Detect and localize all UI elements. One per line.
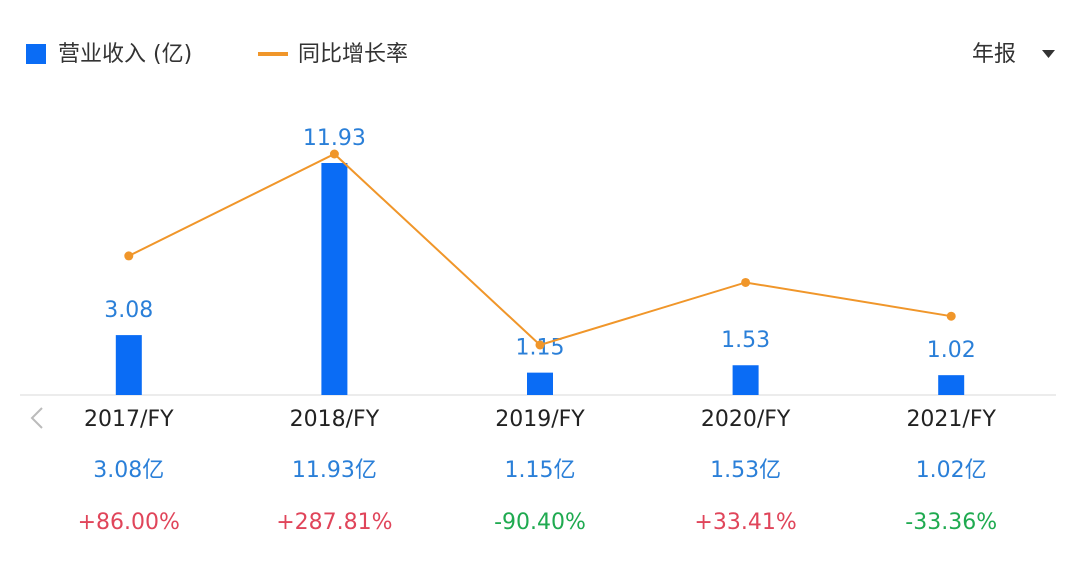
category-label: 2019/FY xyxy=(495,407,585,432)
bar-value-label: 11.93 xyxy=(303,126,366,151)
growth-cell: +287.81% xyxy=(276,510,392,535)
legend-label: 同比增长率 xyxy=(298,42,408,67)
category-label: 2020/FY xyxy=(701,407,791,432)
revenue-cell: 1.15亿 xyxy=(505,458,576,483)
growth-cell: -90.40% xyxy=(494,510,586,535)
bar-value-label: 1.02 xyxy=(927,338,976,363)
revenue-cell: 3.08亿 xyxy=(93,458,164,483)
growth-point xyxy=(124,251,134,261)
category-label: 2017/FY xyxy=(84,407,174,432)
scroll-left[interactable] xyxy=(30,407,43,429)
growth-cell: +33.41% xyxy=(694,510,796,535)
bar xyxy=(938,375,965,395)
growth-line xyxy=(128,152,952,347)
period-dropdown[interactable]: 年报 xyxy=(972,42,1055,67)
revenue-cell: 11.93亿 xyxy=(292,458,377,483)
category-label: 2021/FY xyxy=(906,407,996,432)
bar xyxy=(321,163,348,395)
bar-value-label: 1.53 xyxy=(721,328,770,353)
legend-swatch xyxy=(26,44,46,64)
period-label[interactable]: 年报 xyxy=(972,42,1016,67)
revenue-cell: 1.02亿 xyxy=(916,458,987,483)
growth-point xyxy=(741,277,751,287)
growth-point xyxy=(329,149,339,159)
bar xyxy=(115,335,142,395)
revenue-cell: 1.53亿 xyxy=(710,458,781,483)
bar xyxy=(527,372,553,395)
legend-label: 营业收入 (亿) xyxy=(58,42,192,67)
category-label: 2018/FY xyxy=(290,407,380,432)
growth-cell: +86.00% xyxy=(78,510,180,535)
growth-point xyxy=(946,311,956,321)
bar-value-label: 3.08 xyxy=(104,298,153,323)
growth-cell: -33.36% xyxy=(905,510,997,535)
growth-point xyxy=(535,340,545,350)
bar xyxy=(732,365,759,395)
dropdown-arrow[interactable] xyxy=(1042,50,1055,58)
